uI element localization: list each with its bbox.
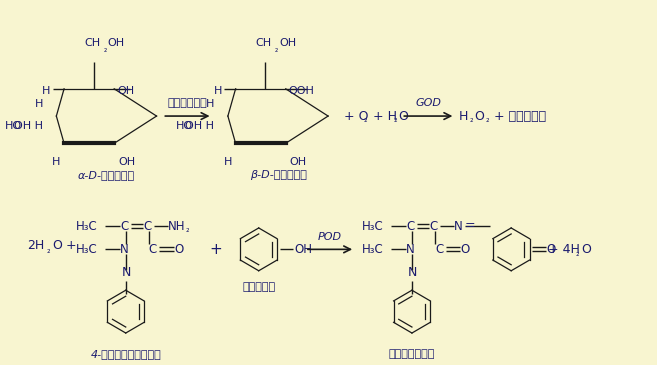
Text: + 4H: + 4H (548, 243, 579, 256)
Text: ₂: ₂ (394, 115, 397, 124)
Text: ₂: ₂ (47, 246, 51, 255)
Text: OOH: OOH (288, 86, 315, 96)
Text: H₃C: H₃C (362, 243, 384, 256)
Text: ₂: ₂ (576, 249, 579, 258)
Text: H: H (223, 157, 232, 167)
Text: O: O (398, 110, 408, 123)
Text: OH H: OH H (14, 121, 43, 131)
Text: HO: HO (5, 121, 22, 131)
Text: ₂: ₂ (364, 115, 367, 124)
Text: OH: OH (118, 157, 135, 167)
Text: O: O (174, 243, 183, 256)
Text: ムタロターゼ: ムタロターゼ (168, 98, 208, 108)
Text: フェノール: フェノール (242, 283, 275, 292)
Text: HO: HO (176, 121, 193, 131)
Text: N: N (120, 243, 129, 256)
Text: ₂: ₂ (485, 115, 489, 124)
Text: OH: OH (279, 38, 296, 48)
Text: O: O (460, 243, 469, 256)
Text: + H: + H (369, 110, 397, 123)
Text: N: N (455, 219, 463, 233)
Text: OH: OH (108, 38, 125, 48)
Text: N: N (406, 243, 415, 256)
Text: O: O (53, 239, 62, 252)
Text: POD: POD (318, 231, 342, 242)
Text: 赤色キノン色素: 赤色キノン色素 (389, 349, 435, 358)
Text: ₂: ₂ (104, 45, 107, 54)
Text: ₂: ₂ (185, 226, 189, 234)
Text: O: O (581, 243, 591, 256)
Text: C: C (120, 219, 128, 233)
Text: C: C (435, 243, 443, 256)
Text: C: C (429, 219, 438, 233)
Text: O: O (474, 110, 484, 123)
Text: OH: OH (290, 157, 307, 167)
Text: GOD: GOD (415, 98, 442, 108)
Text: N: N (408, 266, 417, 279)
Text: H: H (52, 157, 60, 167)
Text: OH: OH (117, 86, 134, 96)
Text: O: O (547, 243, 556, 256)
Text: OH: OH (294, 243, 312, 256)
Text: H: H (459, 110, 468, 123)
Text: H: H (214, 86, 222, 96)
Text: H: H (35, 99, 43, 109)
Text: NH: NH (168, 219, 186, 233)
Text: C: C (406, 219, 415, 233)
Text: =: = (465, 219, 476, 233)
Text: ₂: ₂ (470, 115, 474, 124)
Text: +: + (62, 239, 77, 252)
Text: + グルコン酸: + グルコン酸 (490, 110, 546, 123)
Text: CH: CH (84, 38, 100, 48)
Text: H₃C: H₃C (76, 243, 97, 256)
Text: β-D-グルコース: β-D-グルコース (250, 170, 306, 180)
Text: 4-アミノアンチピリン: 4-アミノアンチピリン (91, 349, 161, 358)
Text: C: C (149, 243, 157, 256)
Text: H: H (206, 99, 214, 109)
Text: H₃C: H₃C (362, 219, 384, 233)
Text: H: H (42, 86, 51, 96)
Text: α-D-グルコース: α-D-グルコース (78, 170, 135, 180)
Text: 2H: 2H (28, 239, 45, 252)
Text: CH: CH (256, 38, 271, 48)
Text: +: + (209, 242, 221, 257)
Text: OH H: OH H (185, 121, 214, 131)
Text: + O: + O (344, 110, 368, 123)
Text: H₃C: H₃C (76, 219, 97, 233)
Text: N: N (122, 266, 131, 279)
Text: ₂: ₂ (275, 45, 279, 54)
Text: C: C (143, 219, 151, 233)
